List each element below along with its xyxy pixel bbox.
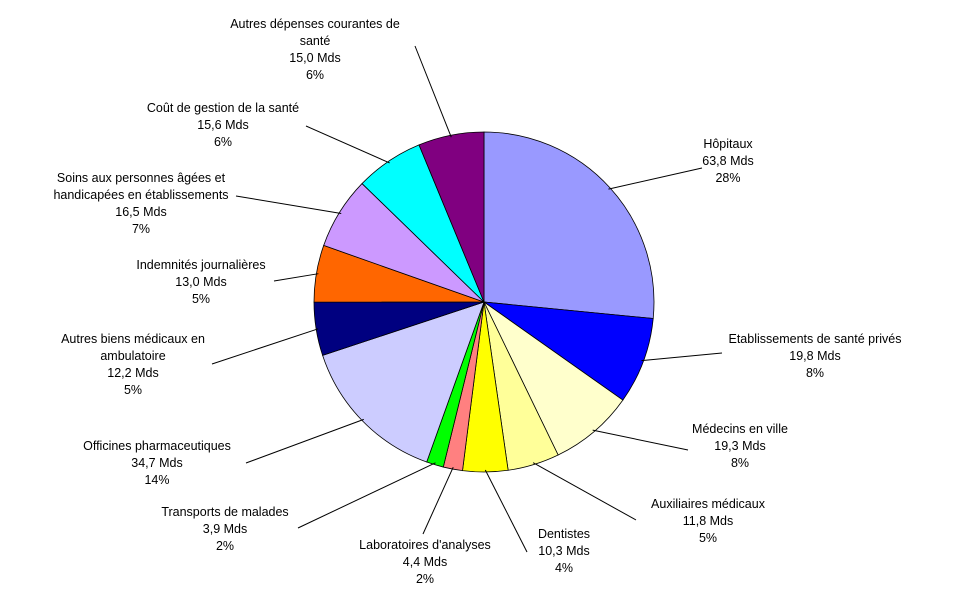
leader-lines [211,45,723,553]
slice-label-line: 12,2 Mds [107,366,158,380]
slice-label-line: Dentistes [538,527,590,541]
slice-label-line: Soins aux personnes âgées et [57,171,226,185]
leader-line-6 [297,462,436,529]
slice-label-8: Autres biens médicaux en ambulatoire 12,2 … [61,332,205,397]
leader-line-0 [608,167,703,190]
slice-label-line: 13,0 Mds [175,275,226,289]
slice-label-4: Dentistes 10,3 Mds 4% [538,527,590,575]
slice-label-11: Coût de gestion de la santé 15,6 Mds 6% [147,101,299,149]
slice-label-line: Etablissements de santé privés [728,332,901,346]
slice-label-line: 34,7 Mds [131,456,182,470]
slice-label-1: Etablissements de santé privés 19,8 Mds 8% [728,332,901,380]
slice-label-10: Soins aux personnes âgées et handicapées … [53,171,228,236]
leader-line-3 [532,462,637,521]
slice-label-line: 28% [715,171,740,185]
slice-label-line: 6% [306,68,324,82]
slice-label-line: 19,3 Mds [714,439,765,453]
slice-label-line: 5% [699,531,717,545]
slice-label-7: Officines pharmaceutiques 34,7 Mds 14% [83,439,231,487]
slice-label-6: Transports de malades 3,9 Mds 2% [161,505,288,553]
leader-line-10 [235,195,342,214]
slice-label-line: Officines pharmaceutiques [83,439,231,453]
slice-label-line: 16,5 Mds [115,205,166,219]
leader-line-12 [414,45,452,138]
leader-line-8 [211,328,319,365]
slice-labels: Hôpitaux 63,8 Mds 28% Etablissements de san… [53,17,901,586]
slice-label-line: 2% [216,539,234,553]
slice-label-line: 19,8 Mds [789,349,840,363]
leader-line-7 [245,418,364,464]
slice-label-line: 14% [144,473,169,487]
slice-label-line: Auxiliaires médicaux [651,497,766,511]
leader-line-5 [422,466,454,535]
slice-label-line: Transports de malades [161,505,288,519]
slice-label-line: Hôpitaux [703,137,753,151]
slice-label-line: ambulatoire [100,349,165,363]
slice-label-line: 5% [124,383,142,397]
slice-label-5: Laboratoires d'analyses 4,4 Mds 2% [359,538,491,586]
slice-label-line: 2% [416,572,434,586]
slice-label-line: 15,0 Mds [289,51,340,65]
slice-label-line: 8% [731,456,749,470]
slice-label-line: Coût de gestion de la santé [147,101,299,115]
slice-label-line: 5% [192,292,210,306]
slice-label-line: 8% [806,366,824,380]
slice-label-line: 6% [214,135,232,149]
slice-label-line: handicapées en établissements [53,188,228,202]
slice-label-line: 15,6 Mds [197,118,248,132]
leader-line-2 [592,429,689,451]
slice-label-line: Autres biens médicaux en [61,332,205,346]
slice-label-9: Indemnités journalières 13,0 Mds 5% [136,258,265,306]
pie-slice-0 [483,131,655,319]
slice-label-line: 11,8 Mds [683,514,734,528]
slice-label-line: Médecins en ville [692,422,788,436]
slice-label-line: 4,4 Mds [403,555,447,569]
pie-slice-1 [482,301,654,401]
slice-label-2: Médecins en ville 19,3 Mds 8% [692,422,788,470]
slice-label-line: santé [300,34,331,48]
pie-slices [313,131,655,473]
slice-label-line: 63,8 Mds [702,154,753,168]
leader-line-4 [484,469,528,553]
slice-label-12: Autres dépenses courantes de santé 15,0 Md… [230,17,400,82]
slice-label-line: 4% [555,561,573,575]
slice-label-line: 7% [132,222,150,236]
pie-slice-7 [322,301,485,463]
slice-label-line: Autres dépenses courantes de [230,17,400,31]
slice-label-3: Auxiliaires médicaux 11,8 Mds 5% [651,497,766,545]
leader-line-11 [305,125,390,164]
leader-line-1 [641,352,723,362]
slice-label-line: Laboratoires d'analyses [359,538,491,552]
slice-label-0: Hôpitaux 63,8 Mds 28% [702,137,753,185]
slice-label-line: 10,3 Mds [538,544,589,558]
slice-label-line: 3,9 Mds [203,522,247,536]
leader-line-9 [273,273,319,282]
slice-label-line: Indemnités journalières [136,258,265,272]
